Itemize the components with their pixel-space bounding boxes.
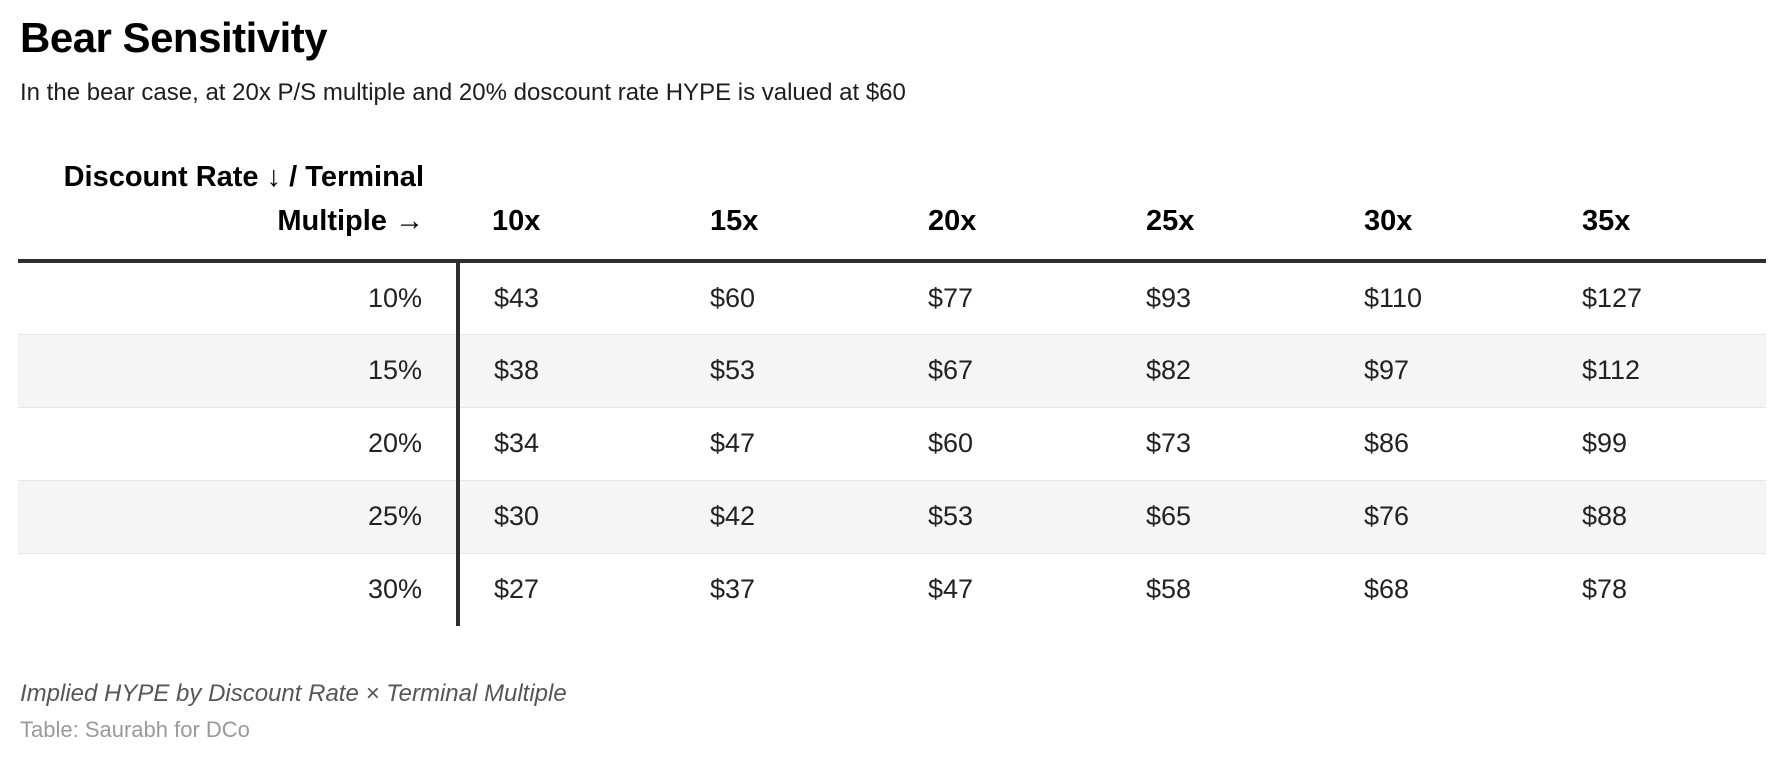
value-cell: $127	[1582, 282, 1643, 313]
row-label: 25%	[18, 479, 458, 553]
value-cell: $38	[456, 333, 676, 407]
column-header-35x: 35x	[1548, 155, 1766, 263]
value-cell: $73	[1112, 406, 1330, 480]
column-header-10x: 10x	[458, 155, 676, 263]
page-title: Bear Sensitivity	[20, 14, 328, 61]
value-cell: $42	[676, 479, 894, 553]
corner-header: Discount Rate ↓ / Terminal Multiple →	[18, 155, 458, 263]
value-cell: $53	[894, 479, 1112, 553]
table-row-10pct: 10% $43 $60 $77 $93 $110 $127	[18, 261, 1766, 334]
column-header-15x: 15x	[676, 155, 894, 263]
value-cell: $53	[676, 333, 894, 407]
page-subtitle: In the bear case, at 20x P/S multiple an…	[20, 79, 906, 106]
value-cell: $43	[456, 261, 676, 334]
value-cell: $37	[676, 552, 894, 626]
row-label: 15%	[18, 333, 458, 407]
row-label: 10%	[367, 282, 422, 313]
table-row-15pct: 15% $38 $53 $67 $82 $97 $112	[18, 333, 1766, 407]
column-header-25x: 25x	[1112, 155, 1330, 263]
value-cell: $60	[710, 282, 756, 313]
value-cell: $88	[1548, 479, 1766, 553]
column-header-20x: 20x	[894, 155, 1112, 263]
value-cell: $93	[1146, 282, 1192, 313]
footer-credit: Table: Saurabh for DCo	[20, 717, 250, 742]
value-cell: $76	[1330, 479, 1548, 553]
value-cell: $30	[456, 479, 676, 553]
value-cell: $77	[928, 282, 974, 313]
value-cell: $110	[1364, 282, 1423, 313]
value-cell: $58	[1112, 552, 1330, 626]
value-cell: $65	[1112, 479, 1330, 553]
value-cell: $60	[894, 406, 1112, 480]
value-cell: $47	[676, 406, 894, 480]
row-label: 30%	[18, 552, 458, 626]
footer-note: Implied HYPE by Discount Rate × Terminal…	[20, 680, 567, 707]
column-header-30x: 30x	[1330, 155, 1548, 263]
value-cell: $99	[1548, 406, 1766, 480]
table-row-20pct: 20% $34 $47 $60 $73 $86 $99	[18, 406, 1766, 480]
table-row-30pct: 30% $27 $37 $47 $58 $68 $78	[18, 552, 1766, 626]
sensitivity-table: Discount Rate ↓ / Terminal Multiple → 10…	[18, 155, 1766, 626]
value-cell: $82	[1112, 333, 1330, 407]
value-cell: $47	[894, 552, 1112, 626]
table-footer: Implied HYPE by Discount Rate × Terminal…	[20, 680, 1766, 743]
value-cell: $68	[1330, 552, 1548, 626]
value-cell: $112	[1548, 333, 1766, 407]
row-label: 20%	[18, 406, 458, 480]
value-cell: $34	[456, 406, 676, 480]
value-cell: $97	[1330, 333, 1548, 407]
value-cell: $67	[894, 333, 1112, 407]
header-row: Discount Rate ↓ / Terminal Multiple → 10…	[18, 155, 1766, 263]
table-body: 10% $43 $60 $77 $93 $110 $127 15% $38 $5…	[18, 261, 1766, 626]
value-cell: $86	[1330, 406, 1548, 480]
value-cell: $78	[1548, 552, 1766, 626]
table-row-25pct: 25% $30 $42 $53 $65 $76 $88	[18, 479, 1766, 553]
table-header: Discount Rate ↓ / Terminal Multiple → 10…	[18, 155, 1766, 263]
value-cell: $27	[456, 552, 676, 626]
